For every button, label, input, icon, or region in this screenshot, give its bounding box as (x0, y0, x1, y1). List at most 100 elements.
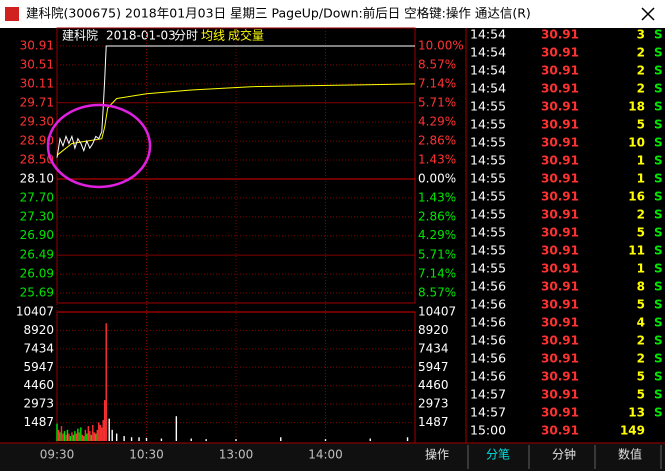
tab[interactable]: 分钟 (552, 447, 576, 462)
trade-price: 30.91 (541, 172, 579, 186)
trade-time: 14:55 (470, 171, 506, 186)
volume-bar (104, 400, 106, 441)
trade-time: 14:56 (470, 297, 506, 312)
volume-bar (81, 434, 84, 441)
trade-side: S (654, 316, 663, 330)
volume-tick-label-right: 5947 (418, 360, 449, 374)
volume-bar (96, 429, 98, 441)
trade-side: S (654, 100, 663, 114)
trade-price: 30.91 (541, 352, 579, 366)
pct-tick-label: 1.43% (418, 190, 456, 204)
trade-volume: 5 (637, 226, 645, 240)
trade-price: 30.91 (541, 46, 579, 60)
volume-bar (105, 323, 107, 441)
trade-side: S (654, 82, 663, 96)
pct-tick-label: 4.29% (418, 228, 456, 242)
volume-bar (65, 434, 67, 441)
trade-time: 14:56 (470, 351, 506, 366)
trade-volume: 2 (637, 82, 645, 96)
tab[interactable]: 数值 (618, 447, 642, 462)
volume-bar (99, 424, 101, 441)
trade-time: 14:55 (470, 117, 506, 132)
volume-tick-label-right: 7434 (418, 341, 449, 355)
trade-price: 30.91 (541, 424, 579, 438)
price-tick-label: 28.90 (20, 134, 54, 148)
volume-bar (59, 432, 61, 441)
trade-time: 14:54 (470, 81, 506, 96)
volume-bar (98, 422, 100, 441)
trade-volume: 2 (637, 46, 645, 60)
time-tick-label: 14:00 (308, 448, 343, 462)
trade-side: S (654, 334, 663, 348)
volume-bar (72, 434, 75, 441)
trade-time: 14:55 (470, 153, 506, 168)
volume-bar (280, 437, 282, 441)
price-tick-label: 27.70 (20, 190, 54, 204)
volume-tick-label-right: 10407 (418, 305, 456, 319)
volume-tick-label: 1487 (23, 415, 54, 429)
close-button[interactable] (636, 4, 660, 24)
trade-side: S (654, 46, 663, 60)
volume-bar (66, 429, 69, 441)
price-tick-label: 27.30 (20, 209, 54, 223)
pct-tick-label: 2.86% (418, 209, 456, 223)
trade-volume: 1 (637, 154, 645, 168)
volume-bar (369, 438, 371, 441)
trade-time: 14:55 (470, 135, 506, 150)
trade-time: 14:55 (470, 261, 506, 276)
volume-tick-label-right: 4460 (418, 378, 449, 392)
trade-price: 30.91 (541, 154, 579, 168)
trade-time: 14:54 (470, 63, 506, 78)
trade-time: 14:55 (470, 189, 506, 204)
pct-tick-label: 2.86% (418, 134, 456, 148)
volume-bar (63, 431, 66, 441)
price-tick-label: 26.09 (20, 267, 54, 281)
trade-price: 30.91 (541, 334, 579, 348)
volume-bar (175, 416, 178, 441)
tab[interactable]: 分笔 (486, 447, 510, 462)
volume-tick-label-right: 1487 (418, 415, 449, 429)
trade-time: 14:55 (470, 207, 506, 222)
trade-volume: 18 (628, 100, 645, 114)
volume-bar (92, 424, 94, 441)
trade-time: 14:56 (470, 315, 506, 330)
trade-price: 30.91 (541, 244, 579, 258)
volume-bar (84, 429, 87, 441)
trade-time: 14:57 (470, 405, 506, 420)
trade-volume: 4 (637, 316, 645, 330)
trade-time: 14:55 (470, 243, 506, 258)
volume-bar (130, 437, 133, 441)
volume-tick-label: 2973 (23, 397, 54, 411)
pct-tick-label: 8.57% (418, 57, 456, 71)
price-tick-label: 26.49 (20, 248, 54, 262)
price-tick-label: 30.91 (20, 39, 54, 53)
price-tick-label: 30.11 (20, 76, 54, 90)
volume-bar (62, 433, 64, 441)
trade-price: 30.91 (541, 370, 579, 384)
pct-tick-label: 8.57% (418, 286, 456, 300)
volume-bar (77, 428, 79, 441)
trade-price: 30.91 (541, 208, 579, 222)
bottom-bar (0, 443, 665, 471)
trade-volume: 16 (628, 190, 645, 204)
volume-bar (145, 437, 148, 441)
trade-volume: 11 (628, 244, 645, 258)
volume-bar (324, 439, 327, 441)
trade-side: S (654, 244, 663, 258)
price-tick-label: 29.30 (20, 115, 54, 129)
chart-layer: 30.91 10.00%30.51 8.57%30.11 7.14%29.71 5.71… (16, 27, 663, 469)
trade-side: S (654, 28, 663, 42)
pct-tick-label: 0.00% (418, 171, 456, 185)
volume-bar (86, 433, 88, 441)
tab[interactable]: 操作 (425, 447, 449, 462)
volume-bar (93, 432, 95, 441)
volume-bar (80, 427, 82, 441)
price-tick-label: 29.71 (20, 95, 54, 109)
volume-bar (111, 429, 113, 441)
pct-tick-label: 4.29% (418, 115, 456, 129)
volume-tick-label: 8920 (23, 323, 54, 337)
trade-side: S (654, 370, 663, 384)
volume-bar (56, 423, 58, 441)
trade-price: 30.91 (541, 406, 579, 420)
trade-time: 14:56 (470, 369, 506, 384)
